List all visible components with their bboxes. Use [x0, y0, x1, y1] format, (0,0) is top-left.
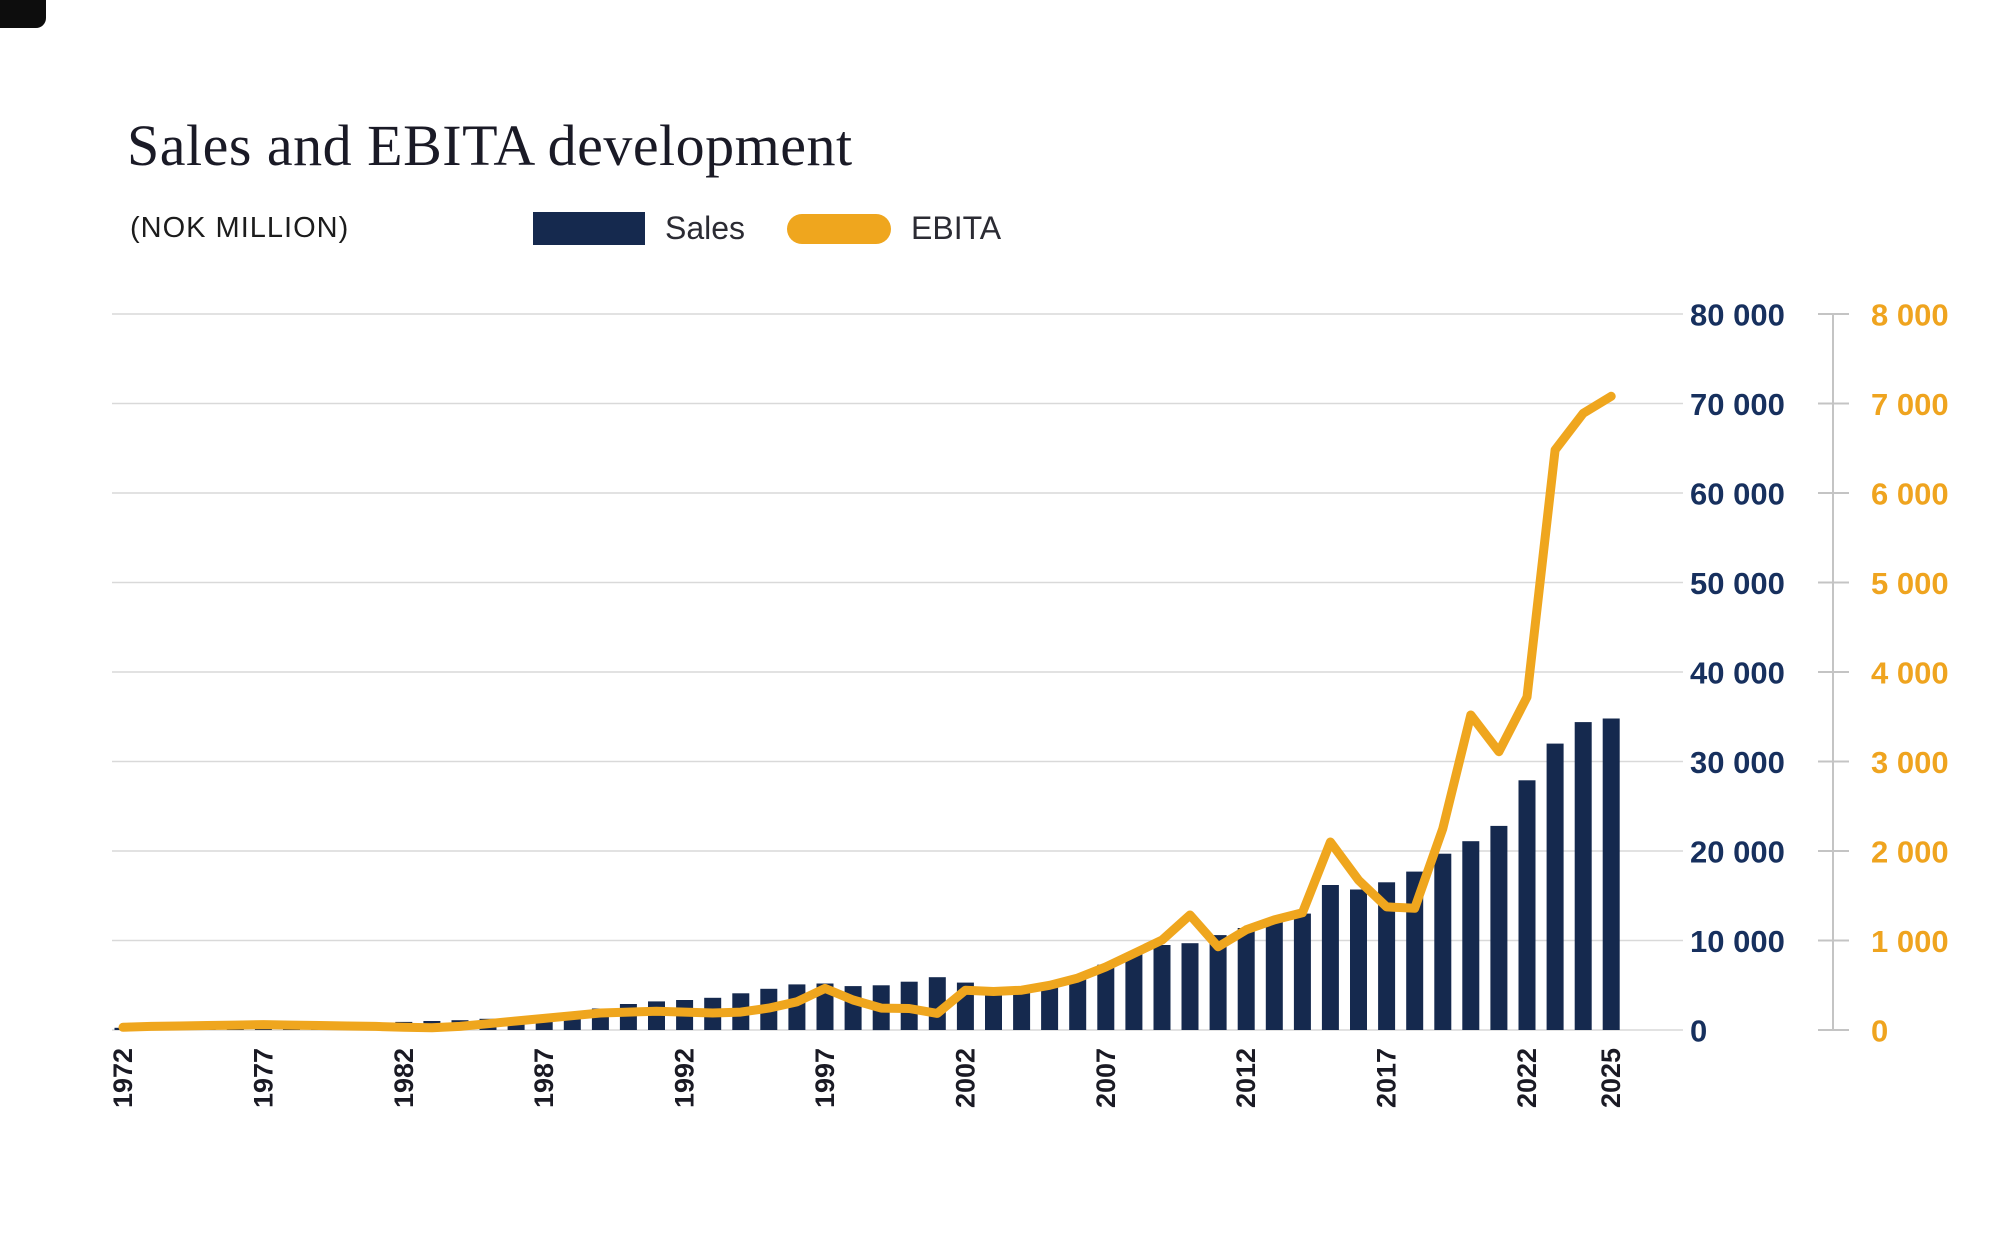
left-axis-tick-label: 20 000 [1690, 835, 1785, 870]
sales-bar-2012 [1237, 928, 1255, 1030]
left-axis-tick-label: 50 000 [1690, 566, 1785, 601]
x-axis-year-label: 2012 [1231, 1048, 1261, 1108]
sales-bar-2024 [1574, 722, 1592, 1030]
sales-bar-2005 [1041, 987, 1059, 1030]
left-axis-tick-label: 0 [1690, 1014, 1707, 1049]
chart-legend: Sales EBITA [533, 210, 1001, 247]
right-axis-tick-label: 4 000 [1871, 656, 1949, 691]
sales-bar-2014 [1293, 913, 1311, 1030]
left-axis-tick-label: 60 000 [1690, 477, 1785, 512]
sales-bar-2007 [1097, 964, 1115, 1030]
right-axis-tick-label: 1 000 [1871, 924, 1949, 959]
left-axis-tick-label: 70 000 [1690, 387, 1785, 422]
ebita-legend-swatch [787, 213, 892, 244]
x-axis-year-label: 2007 [1091, 1048, 1121, 1108]
x-axis-year-label: 1992 [670, 1048, 700, 1108]
right-axis-tick-label: 8 000 [1871, 298, 1949, 333]
right-axis-tick-label: 7 000 [1871, 387, 1949, 422]
right-axis-tick-label: 0 [1871, 1014, 1888, 1049]
right-axis-tick-label: 6 000 [1871, 477, 1949, 512]
sales-bar-2011 [1209, 935, 1227, 1030]
x-axis-year-label: 2025 [1596, 1048, 1626, 1108]
sales-bar-2008 [1125, 953, 1143, 1030]
sales-bar-2003 [985, 987, 1002, 1030]
x-axis-year-label: 1982 [389, 1048, 419, 1108]
sales-bar-2016 [1350, 889, 1367, 1030]
ebita-line [118, 391, 1616, 1033]
right-axis-tick-label: 3 000 [1871, 745, 1949, 780]
chart-unit-subtitle: (NOK MILLION) [130, 212, 350, 244]
sales-bar-2022 [1518, 780, 1536, 1030]
left-axis-tick-label: 10 000 [1690, 924, 1785, 959]
sales-legend-swatch [533, 212, 645, 245]
x-axis-year-label: 2002 [950, 1048, 980, 1108]
right-axis-tick-label: 2 000 [1871, 835, 1949, 870]
sales-bar-2013 [1265, 921, 1283, 1030]
left-axis-tick-label: 30 000 [1690, 745, 1785, 780]
page-title: Sales and EBITA development [127, 113, 853, 178]
x-axis-year-label: 2022 [1512, 1048, 1542, 1108]
sales-bar-2015 [1321, 885, 1339, 1030]
right-axis-tick-label: 5 000 [1871, 566, 1949, 601]
x-axis-year-label: 1997 [810, 1048, 840, 1108]
x-axis-year-label: 1972 [108, 1048, 138, 1108]
x-axis-year-label: 1977 [248, 1048, 278, 1108]
x-axis-year-label: 1987 [529, 1048, 559, 1108]
sales-bar-2004 [1013, 992, 1031, 1030]
ebita-legend-label: EBITA [911, 210, 1002, 246]
sales-legend-label: Sales [665, 210, 746, 246]
sales-bar-2021 [1490, 825, 1508, 1030]
sales-bar-2020 [1462, 841, 1480, 1030]
corner-artifact [0, 0, 46, 28]
sales-bar-2009 [1153, 945, 1171, 1030]
left-axis-tick-label: 40 000 [1690, 656, 1785, 691]
x-axis-year-label: 2017 [1372, 1048, 1402, 1108]
sales-bar-2019 [1434, 853, 1452, 1030]
sales-bar-2010 [1181, 943, 1199, 1030]
left-axis-tick-label: 80 000 [1690, 298, 1785, 333]
sales-bar-2023 [1546, 743, 1564, 1030]
sales-bar-2017 [1378, 882, 1396, 1030]
sales-bar-2006 [1069, 976, 1087, 1030]
sales-bar-2025 [1602, 718, 1620, 1030]
